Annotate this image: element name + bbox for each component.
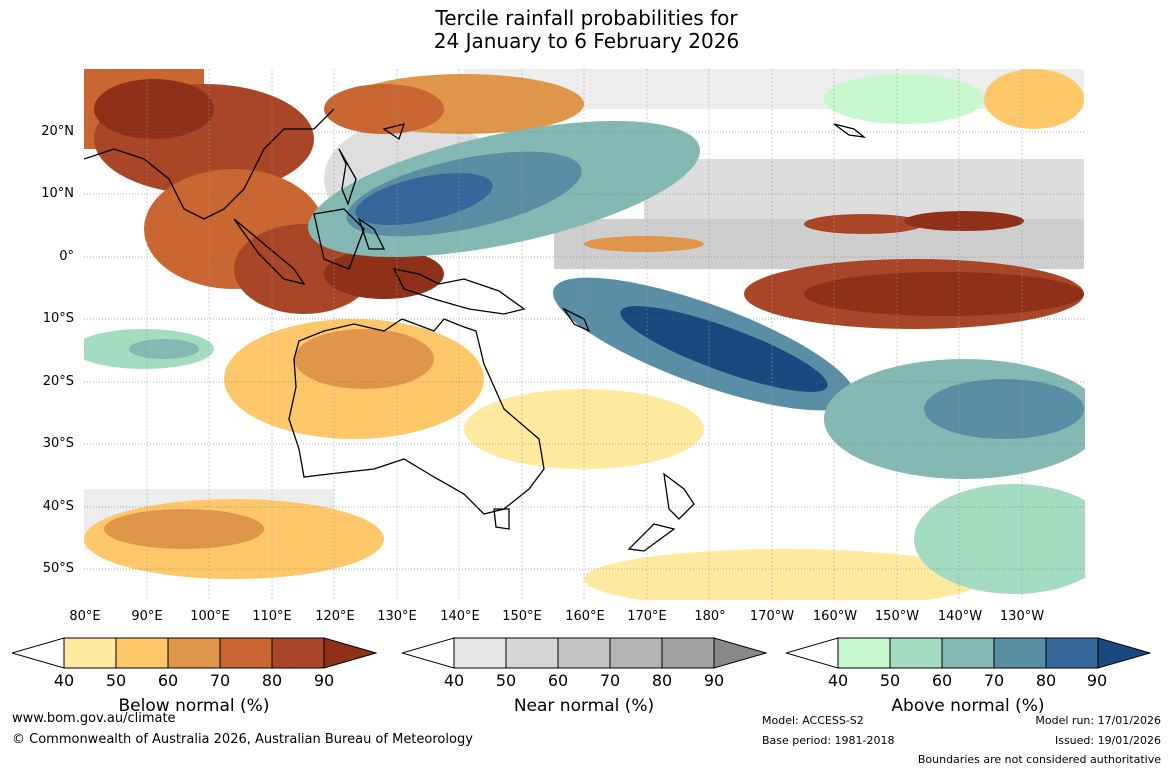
lon-label-150w: 150°W <box>874 609 920 624</box>
legend-near-normal-swatch-2 <box>505 637 559 669</box>
legend-above-normal-swatch-1 <box>837 637 891 669</box>
graticule-meridians <box>146 69 1023 600</box>
legend-near-tick-70: 70 <box>599 671 621 690</box>
legend-below-tick-70: 70 <box>209 671 231 690</box>
legend-above-normal-colorbar <box>786 637 1151 669</box>
model-run-date: Model run: 17/01/2026 <box>1035 714 1161 727</box>
coastlines <box>84 108 867 552</box>
lon-label-140e: 140°E <box>440 609 480 624</box>
legend-below-tick-40: 40 <box>53 671 75 690</box>
legend-below-tick-50: 50 <box>105 671 127 690</box>
lat-label-10s: 10°S <box>42 311 74 326</box>
lat-label-30s: 30°S <box>42 436 74 451</box>
legend-below-normal-swatch-4 <box>219 637 273 669</box>
lon-label-120e: 120°E <box>315 609 355 624</box>
legend-below-tick-90: 90 <box>313 671 335 690</box>
lon-label-150e: 150°E <box>502 609 542 624</box>
base-period: Base period: 1981-2018 <box>762 734 895 747</box>
lat-label-0: 0° <box>59 249 74 264</box>
legend-above-tick-70: 70 <box>983 671 1005 690</box>
lat-label-50s: 50°S <box>42 561 74 576</box>
legend-above-title: Above normal (%) <box>891 696 1045 716</box>
legend-near-tick-80: 80 <box>651 671 673 690</box>
legend-above-tick-50: 50 <box>879 671 901 690</box>
lat-label-20n: 20°N <box>41 124 74 139</box>
legend-above-normal-swatch-3 <box>941 637 995 669</box>
legend-above-normal-swatch-0 <box>786 637 839 669</box>
legend-below-tick-60: 60 <box>157 671 179 690</box>
lat-label-40s: 40°S <box>42 499 74 514</box>
lon-label-130e: 130°E <box>377 609 417 624</box>
legend-near-tick-50: 50 <box>495 671 517 690</box>
legend-above-normal-swatch-2 <box>889 637 943 669</box>
lon-label-140w: 140°W <box>937 609 983 624</box>
legend-near-normal-swatch-6 <box>713 637 767 669</box>
footer-copyright: © Commonwealth of Australia 2026, Austra… <box>12 732 473 747</box>
legend-near-tick-40: 40 <box>443 671 465 690</box>
legend-near-normal-swatch-1 <box>453 637 507 669</box>
boundary-disclaimer: Boundaries are not considered authoritat… <box>917 753 1161 766</box>
legend-below-normal-colorbar <box>12 637 377 669</box>
legend-below-title: Below normal (%) <box>118 696 270 716</box>
lon-label-160w: 160°W <box>812 609 858 624</box>
rainfall-probability-map <box>84 69 1085 600</box>
legend-below-normal-swatch-5 <box>271 637 325 669</box>
legend-below-tick-80: 80 <box>261 671 283 690</box>
legend-near-tick-60: 60 <box>547 671 569 690</box>
below-normal-field <box>84 69 1084 600</box>
legend-near-title: Near normal (%) <box>513 696 655 716</box>
above-normal-field <box>84 74 1085 594</box>
legend-near-normal-colorbar <box>402 637 767 669</box>
lon-label-130w: 130°W <box>999 609 1045 624</box>
model-name: Model: ACCESS-S2 <box>762 714 864 727</box>
legend-near-normal-swatch-3 <box>557 637 611 669</box>
legend-below-normal <box>12 637 377 669</box>
legend-above-normal-swatch-4 <box>993 637 1047 669</box>
lon-label-80e: 80°E <box>69 609 101 624</box>
lon-label-90e: 90°E <box>131 609 163 624</box>
footer-url[interactable]: www.bom.gov.au/climate <box>12 711 176 726</box>
legend-above-tick-40: 40 <box>827 671 849 690</box>
lon-label-170w: 170°W <box>749 609 795 624</box>
lon-label-170e: 170°E <box>627 609 667 624</box>
legend-below-normal-swatch-6 <box>323 637 377 669</box>
legend-above-normal-swatch-6 <box>1097 637 1151 669</box>
lon-label-110e: 110°E <box>252 609 292 624</box>
legend-below-normal-swatch-2 <box>115 637 169 669</box>
lon-label-100e: 100°E <box>190 609 230 624</box>
legend-near-normal-swatch-5 <box>661 637 715 669</box>
legend-above-tick-60: 60 <box>931 671 953 690</box>
map-title-line2: 24 January to 6 February 2026 <box>433 29 740 53</box>
legend-near-normal-swatch-4 <box>609 637 663 669</box>
legend-above-tick-80: 80 <box>1035 671 1057 690</box>
lon-label-180: 180° <box>694 609 726 624</box>
legend-above-normal-swatch-5 <box>1045 637 1099 669</box>
lon-label-160e: 160°E <box>565 609 605 624</box>
map-title-line1: Tercile rainfall probabilities for <box>435 6 738 30</box>
legend-near-normal <box>402 637 767 669</box>
legend-near-tick-90: 90 <box>703 671 725 690</box>
issued-date: Issued: 19/01/2026 <box>1054 734 1161 747</box>
legend-near-normal-swatch-0 <box>402 637 455 669</box>
lat-label-10n: 10°N <box>41 186 74 201</box>
lat-label-20s: 20°S <box>42 374 74 389</box>
legend-above-tick-90: 90 <box>1086 671 1108 690</box>
graticule <box>84 131 1085 570</box>
legend-below-normal-swatch-0 <box>12 637 65 669</box>
legend-below-normal-swatch-3 <box>167 637 221 669</box>
legend-below-normal-swatch-1 <box>63 637 117 669</box>
legend-above-normal <box>786 637 1151 669</box>
